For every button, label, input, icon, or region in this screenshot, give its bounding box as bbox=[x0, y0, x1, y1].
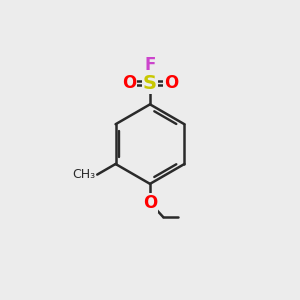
Text: O: O bbox=[122, 74, 136, 92]
Text: F: F bbox=[144, 56, 156, 74]
Text: CH₃: CH₃ bbox=[73, 168, 96, 181]
Text: S: S bbox=[143, 74, 157, 93]
Text: O: O bbox=[164, 74, 178, 92]
Text: O: O bbox=[143, 194, 157, 212]
